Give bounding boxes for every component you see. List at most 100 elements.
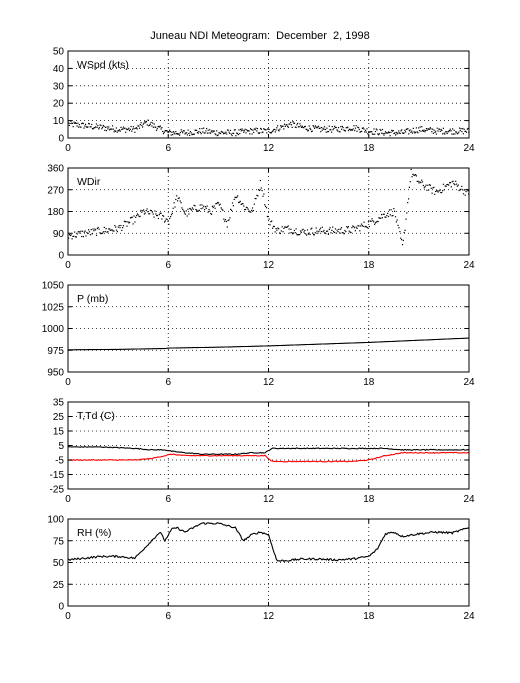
data-point-wspd (256, 130, 258, 132)
data-point-wspd (399, 132, 401, 134)
data-point-wdir (456, 185, 458, 187)
data-point-wspd (169, 129, 171, 131)
data-point-wdir (119, 227, 121, 229)
data-point-wdir (427, 184, 429, 186)
data-point-wspd (95, 123, 97, 125)
data-point-wspd (378, 133, 380, 135)
data-point-wspd (306, 128, 308, 131)
data-point-wdir (428, 189, 430, 191)
data-point-wspd (236, 132, 238, 134)
data-point-wdir (216, 202, 218, 205)
data-point-wdir (436, 190, 438, 192)
data-point-wspd (118, 130, 120, 132)
data-point-wdir (413, 174, 415, 176)
data-point-wspd (257, 132, 259, 134)
data-point-wdir (136, 213, 139, 215)
data-point-wdir (317, 232, 319, 234)
data-point-wspd (439, 130, 441, 132)
x-tick-label-pressure-1: 6 (165, 377, 171, 388)
data-point-wspd (316, 127, 318, 129)
data-point-wspd (75, 122, 77, 124)
data-point-wdir (304, 229, 306, 232)
data-point-wdir (143, 209, 145, 211)
data-point-wspd (455, 131, 458, 133)
data-point-wspd (381, 132, 383, 134)
data-point-wspd (95, 126, 97, 128)
data-point-wspd (412, 127, 414, 129)
data-point-wdir (462, 189, 464, 191)
data-point-wdir (101, 232, 103, 235)
data-point-wspd (267, 128, 269, 130)
data-point-wspd (290, 124, 293, 126)
data-point-wspd (273, 129, 275, 131)
data-point-wdir (306, 234, 308, 236)
data-point-wdir (270, 221, 272, 223)
panel-rh: 0 6 12 18 24 0 25 50 75 100 RH (%) (47, 515, 475, 623)
data-point-wdir (430, 187, 432, 189)
data-point-wspd (462, 133, 464, 135)
data-point-wspd (156, 128, 158, 130)
data-point-wspd (280, 126, 282, 128)
data-point-wspd (243, 131, 245, 133)
data-point-wdir (152, 213, 154, 215)
data-point-wspd (443, 132, 445, 134)
data-point-wspd (68, 122, 70, 124)
data-point-wspd (259, 132, 261, 134)
data-point-wspd (214, 133, 216, 135)
data-point-wspd (127, 128, 129, 130)
data-point-wdir (339, 232, 341, 234)
data-point-wdir (397, 224, 399, 226)
data-point-wdir (279, 232, 281, 235)
data-point-wspd (133, 128, 135, 130)
data-point-wdir (126, 225, 128, 227)
data-point-wdir (398, 227, 400, 229)
y-tick-label-wspd-0: 0 (58, 134, 64, 145)
data-point-wspd (151, 125, 153, 127)
data-point-wspd (103, 125, 105, 128)
data-point-wdir (446, 184, 448, 186)
data-point-wdir (353, 226, 355, 228)
data-point-wspd (374, 133, 376, 135)
data-point-wspd (442, 133, 444, 135)
data-point-wspd (398, 130, 400, 132)
data-point-wspd (391, 130, 394, 132)
data-point-wdir (196, 209, 198, 211)
data-point-wspd (105, 130, 107, 132)
data-point-wspd (235, 135, 237, 137)
y-tick-label-pressure-0: 950 (47, 368, 64, 379)
data-point-wspd (272, 130, 274, 132)
data-point-wdir (269, 224, 271, 226)
data-point-wspd (333, 127, 335, 130)
data-point-wdir (280, 230, 282, 232)
data-point-wspd (139, 124, 141, 126)
data-point-wspd (179, 134, 181, 136)
data-point-wdir (261, 190, 263, 192)
x-tick-label-temperature-2: 12 (263, 494, 275, 505)
data-point-wdir (70, 234, 72, 236)
data-point-wdir (90, 229, 92, 231)
data-point-wspd (368, 131, 370, 133)
data-point-wdir (393, 208, 395, 210)
data-point-wspd (344, 130, 346, 132)
data-point-wdir (83, 231, 85, 233)
data-point-wspd (449, 128, 451, 130)
data-point-wdir (78, 231, 80, 233)
data-point-wspd (155, 126, 157, 128)
data-point-wdir (129, 221, 131, 223)
data-point-wspd (432, 128, 434, 130)
data-point-wspd (423, 129, 425, 131)
data-point-wdir (199, 204, 201, 206)
data-point-wspd (242, 129, 244, 131)
data-point-wdir (132, 223, 134, 225)
data-point-wdir (292, 233, 294, 235)
data-point-wdir (291, 232, 293, 234)
data-point-wdir (408, 186, 410, 188)
data-point-wspd (93, 127, 95, 129)
series-line-temperature-1 (68, 451, 469, 463)
y-tick-label-wspd-5: 50 (53, 47, 65, 58)
data-point-wspd (162, 133, 165, 135)
data-point-wspd (188, 132, 190, 134)
data-point-wspd (463, 128, 465, 130)
data-point-wdir (124, 221, 126, 223)
data-point-wdir (104, 230, 106, 233)
